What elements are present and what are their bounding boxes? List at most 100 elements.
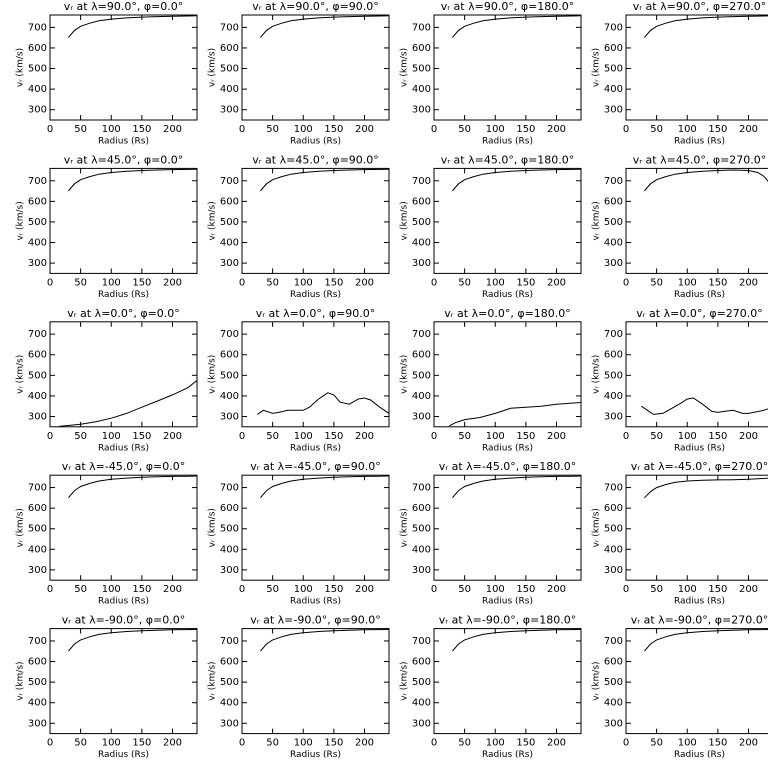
- y-tick-label: 400: [220, 238, 239, 249]
- x-axis-label: Radius (Rs): [290, 750, 341, 760]
- x-tick-label: 100: [678, 277, 697, 288]
- x-tick-label: 0: [431, 431, 437, 442]
- y-tick-label: 500: [28, 524, 47, 535]
- x-tick-label: 100: [486, 124, 505, 135]
- plot-frame: [49, 167, 198, 274]
- y-axis-label: vᵣ (km/s): [400, 355, 410, 394]
- x-tick-label: 50: [458, 277, 471, 288]
- x-tick-label: 100: [678, 431, 697, 442]
- y-tick-label: 600: [220, 657, 239, 668]
- data-line: [260, 628, 390, 652]
- y-axis-label: vᵣ (km/s): [16, 661, 26, 700]
- data-line: [68, 475, 198, 499]
- x-axis-label: Radius (Rs): [482, 750, 533, 760]
- x-tick-label: 100: [294, 584, 313, 595]
- y-tick-label: 700: [604, 483, 623, 494]
- y-tick-label: 700: [412, 176, 431, 187]
- x-axis-label: Radius (Rs): [290, 443, 341, 453]
- x-tick-label: 0: [47, 584, 53, 595]
- plot-frame: [433, 167, 582, 274]
- y-tick-label: 400: [604, 698, 623, 709]
- y-tick-label: 700: [220, 329, 239, 340]
- y-tick-label: 700: [28, 176, 47, 187]
- x-tick-label: 50: [266, 584, 279, 595]
- y-tick-label: 600: [28, 43, 47, 54]
- y-axis-label: vᵣ (km/s): [16, 48, 26, 87]
- plot-frame: [625, 474, 768, 581]
- y-tick-label: 700: [28, 329, 47, 340]
- y-tick-label: 700: [412, 22, 431, 33]
- x-tick-label: 150: [516, 124, 535, 135]
- plot-frame: [433, 14, 582, 121]
- x-tick-label: 0: [623, 124, 629, 135]
- y-tick-label: 700: [604, 636, 623, 647]
- y-tick-label: 700: [412, 636, 431, 647]
- y-tick-label: 300: [220, 565, 239, 576]
- x-tick-label: 50: [266, 124, 279, 135]
- data-line: [641, 397, 768, 415]
- y-tick-label: 600: [604, 196, 623, 207]
- data-line: [452, 628, 582, 652]
- x-tick-label: 150: [324, 738, 343, 749]
- y-tick-label: 500: [220, 217, 239, 228]
- y-tick-label: 300: [28, 105, 47, 116]
- y-tick-label: 300: [604, 565, 623, 576]
- plot-frame: [49, 628, 198, 735]
- y-tick-label: 500: [28, 677, 47, 688]
- y-axis-label: vᵣ (km/s): [16, 355, 26, 394]
- x-tick-label: 200: [547, 124, 566, 135]
- plot-frame: [241, 167, 390, 274]
- y-axis-label: vᵣ (km/s): [208, 355, 218, 394]
- x-tick-label: 150: [516, 738, 535, 749]
- panel-title: vᵣ at λ=45.0°, φ=90.0°: [252, 153, 379, 166]
- y-tick-label: 500: [220, 370, 239, 381]
- y-axis-label: vᵣ (km/s): [592, 508, 602, 547]
- y-axis-label: vᵣ (km/s): [208, 201, 218, 240]
- x-tick-label: 150: [708, 738, 727, 749]
- plot-frame: [625, 321, 768, 428]
- y-tick-label: 600: [604, 657, 623, 668]
- x-tick-label: 150: [132, 431, 151, 442]
- plot-frame: [625, 167, 768, 274]
- y-tick-label: 300: [220, 718, 239, 729]
- x-tick-label: 150: [516, 431, 535, 442]
- x-tick-label: 200: [547, 431, 566, 442]
- x-tick-label: 200: [355, 124, 374, 135]
- panel-title: vᵣ at λ=0.0°, φ=90.0°: [256, 307, 376, 320]
- x-tick-label: 150: [132, 584, 151, 595]
- x-axis-label: Radius (Rs): [674, 443, 725, 453]
- x-axis-label: Radius (Rs): [482, 290, 533, 300]
- x-tick-label: 50: [650, 431, 663, 442]
- x-tick-label: 0: [431, 738, 437, 749]
- y-tick-label: 500: [604, 677, 623, 688]
- x-tick-label: 100: [102, 277, 121, 288]
- plot-frame: [433, 628, 582, 735]
- y-tick-label: 300: [604, 412, 623, 423]
- y-tick-label: 300: [604, 105, 623, 116]
- data-line: [644, 629, 768, 652]
- panel-title: vᵣ at λ=-45.0°, φ=90.0°: [250, 460, 381, 473]
- x-tick-label: 0: [431, 584, 437, 595]
- x-tick-label: 50: [74, 738, 87, 749]
- y-tick-label: 400: [604, 84, 623, 95]
- x-tick-label: 50: [458, 431, 471, 442]
- y-tick-label: 500: [28, 64, 47, 75]
- y-tick-label: 400: [220, 698, 239, 709]
- data-line: [644, 15, 768, 38]
- x-tick-label: 200: [739, 431, 758, 442]
- x-tick-label: 150: [708, 431, 727, 442]
- x-axis-label: Radius (Rs): [674, 137, 725, 147]
- y-tick-label: 600: [604, 503, 623, 514]
- y-tick-label: 600: [28, 657, 47, 668]
- x-tick-label: 50: [74, 431, 87, 442]
- y-tick-label: 500: [412, 677, 431, 688]
- x-tick-label: 100: [102, 431, 121, 442]
- panel-title: vᵣ at λ=-90.0°, φ=0.0°: [62, 614, 186, 627]
- y-tick-label: 700: [220, 636, 239, 647]
- x-tick-label: 50: [74, 124, 87, 135]
- x-tick-label: 100: [294, 124, 313, 135]
- y-tick-label: 500: [604, 524, 623, 535]
- panel-title: vᵣ at λ=45.0°, φ=270.0°: [633, 153, 767, 166]
- y-tick-label: 600: [412, 350, 431, 361]
- x-tick-label: 50: [266, 277, 279, 288]
